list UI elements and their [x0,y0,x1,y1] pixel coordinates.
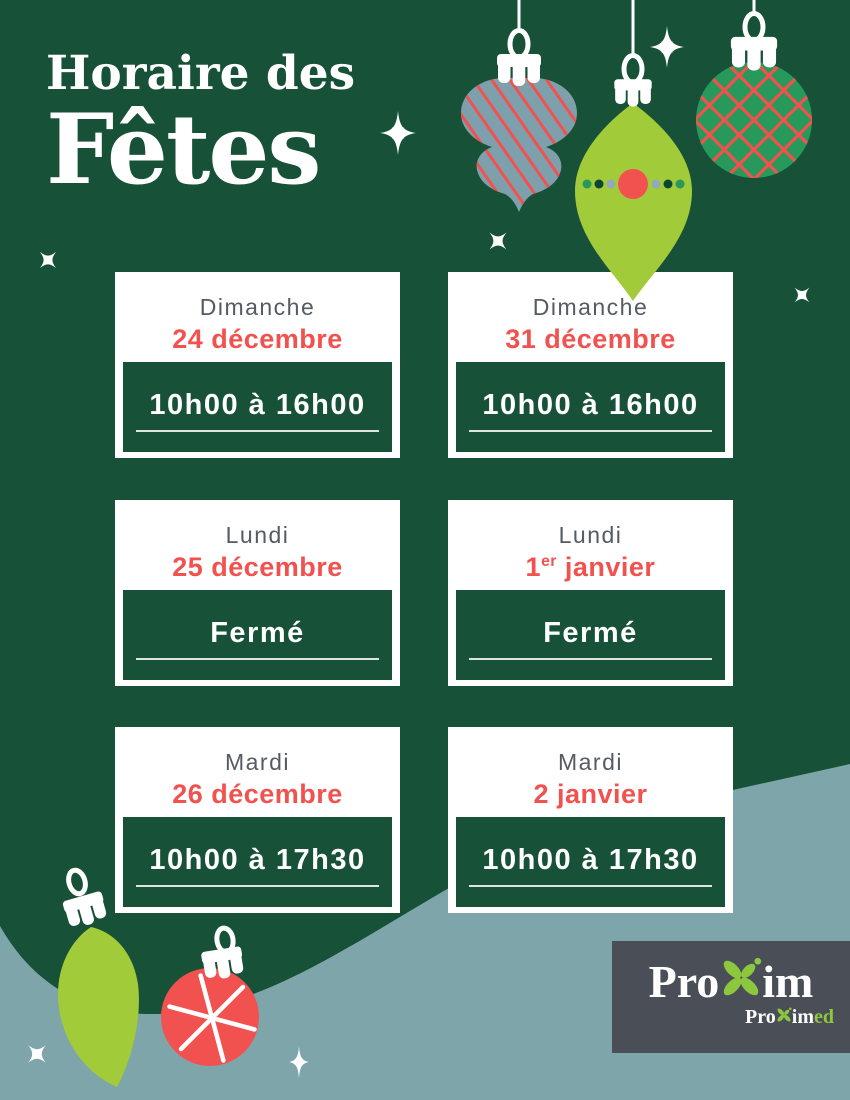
logo-text-im: im [762,956,814,1007]
plaid-ball-ornament-icon [696,11,812,178]
card-hours-text: 10h00 à 17h30 [482,844,699,876]
card-hours-text: 10h00 à 16h00 [482,389,699,421]
star-sparkle-icon [650,26,684,68]
sublogo-text-pro: Pro [745,1006,776,1028]
card-date-sup: er [541,553,557,570]
card-hours-text: Fermé [210,617,305,649]
page-title: Horaire des Fêtes [46,48,355,198]
sublogo-text-im: im [791,1006,814,1028]
card-date-main: 2 janvier [533,779,648,809]
card-hours-text: 10h00 à 17h30 [149,844,366,876]
ornament-dots [582,169,685,199]
card-hours-panel: 10h00 à 16h00 [123,362,392,452]
striped-antique-ornament-icon [461,28,577,212]
x-sparkle-icon [481,224,515,258]
card-date-main: 25 décembre [172,552,343,582]
card-hours-underline [469,658,712,660]
schedule-card-dec31: Dimanche 31 décembre 10h00 à 16h00 [448,272,733,458]
card-date-tail: janvier [556,552,656,582]
x-sparkle-icon [787,280,817,310]
card-day-label: Lundi [558,522,623,548]
lime-drop-ornament-icon [575,53,692,301]
card-hours-underline [136,885,379,887]
sublogo-text-ed: ed [814,1006,834,1028]
card-hours-panel: Fermé [456,590,725,680]
card-date-main: 26 décembre [172,779,343,809]
card-hours-underline [469,885,712,887]
star-sparkle-icon [380,111,416,155]
card-day-label: Mardi [557,749,623,775]
red-snowflake-ball-ornament-icon [161,925,259,1066]
proximed-wordmark: Pro im ed [612,1006,850,1028]
card-date-main: 24 décembre [172,324,343,354]
card-hours-text: Fermé [543,617,638,649]
card-date: 26 décembre [115,779,400,810]
proxim-wordmark: Pro im [612,954,850,1010]
card-date-main: 1 [525,552,542,582]
logo-text-pro: Pro [648,956,720,1007]
card-hours-underline [136,658,379,660]
x-sparkle-icon [19,1036,55,1072]
card-date: 1er janvier [448,552,733,583]
card-day-label: Dimanche [532,294,649,320]
title-line-1: Horaire des [46,46,356,101]
card-date-main: 31 décembre [505,324,676,354]
schedule-card-jan2: Mardi 2 janvier 10h00 à 17h30 [448,727,733,913]
schedule-card-jan1: Lundi 1er janvier Fermé [448,500,733,686]
card-hours-panel: 10h00 à 17h30 [456,817,725,907]
card-date: 2 janvier [448,779,733,810]
schedule-card-dec25: Lundi 25 décembre Fermé [115,500,400,686]
proxim-logo: Pro im Pro [612,941,850,1053]
card-date: 31 décembre [448,324,733,355]
proximed-x-petals-icon [777,1007,792,1022]
card-day-label: Dimanche [199,294,316,320]
schedule-card-dec26: Mardi 26 décembre 10h00 à 17h30 [115,727,400,913]
card-day-label: Lundi [225,522,290,548]
card-day-label: Mardi [224,749,290,775]
x-sparkle-icon [31,243,65,277]
title-line-2: Fêtes [46,92,321,206]
card-hours-panel: Fermé [123,590,392,680]
card-hours-underline [469,430,712,432]
card-hours-panel: 10h00 à 16h00 [456,362,725,452]
star-sparkle-icon [289,1046,309,1078]
card-hours-underline [136,430,379,432]
schedule-card-dec24: Dimanche 24 décembre 10h00 à 16h00 [115,272,400,458]
card-date: 24 décembre [115,324,400,355]
card-hours-text: 10h00 à 16h00 [149,389,366,421]
card-hours-panel: 10h00 à 17h30 [123,817,392,907]
card-date: 25 décembre [115,552,400,583]
proxim-x-petals-icon [724,957,762,996]
snowflake-icon [167,973,257,1063]
